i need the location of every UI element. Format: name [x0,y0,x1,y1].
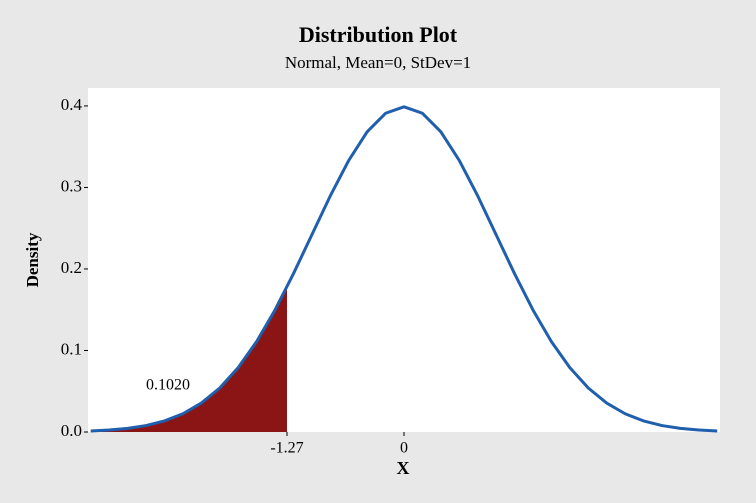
density-curve [90,105,718,433]
shaded-area [90,286,287,432]
area-label: 0.1020 [146,377,190,394]
y-tick-label: 0.4 [61,95,83,114]
plot-area [88,88,720,432]
x-tick-label: -1.27 [270,440,303,457]
y-tick-label: 0.0 [61,421,82,440]
y-tick-label: 0.3 [61,176,82,195]
y-tick-label: 0.2 [61,258,82,277]
y-tick-label: 0.1 [61,339,82,358]
chart-subtitle: Normal, Mean=0, StDev=1 [285,53,471,72]
x-tick-label: 0 [400,440,408,457]
x-axis-label: X [397,458,410,478]
y-axis-label: Density [23,232,42,287]
chart-title: Distribution Plot [299,22,458,47]
